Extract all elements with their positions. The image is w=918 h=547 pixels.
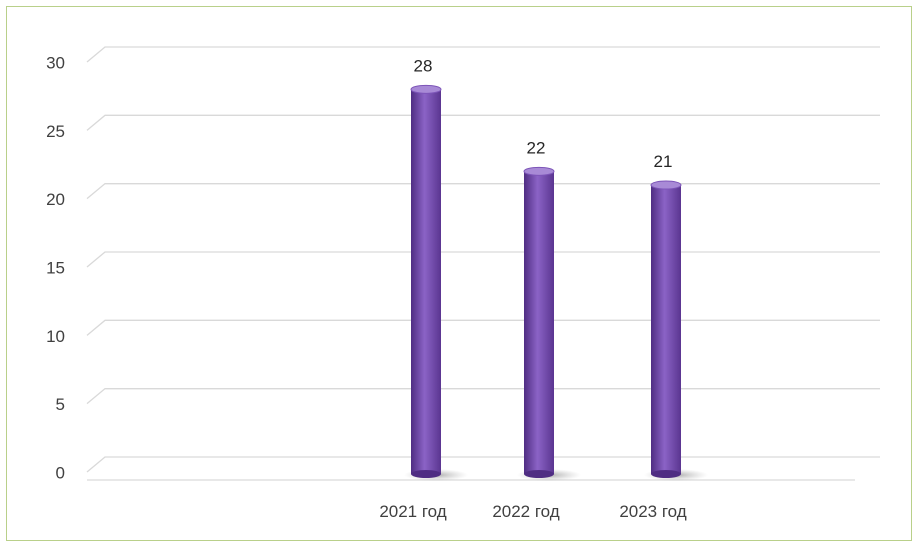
bar-bottom-cap xyxy=(524,470,554,478)
data-label: 28 xyxy=(414,56,433,75)
gridline xyxy=(86,183,880,200)
x-tick-label: 2021 год xyxy=(379,502,446,521)
bar xyxy=(517,166,581,481)
gridline xyxy=(86,388,880,405)
bar-bottom-cap xyxy=(651,470,681,478)
x-tick-label: 2022 год xyxy=(492,502,559,521)
bar-chart: 0 5 10 15 20 25 30 28 22 21 2021 год 2022 год 2023… xyxy=(46,46,880,521)
gridline xyxy=(86,456,880,473)
y-tick-label: 0 xyxy=(56,463,65,482)
bars xyxy=(404,84,708,481)
y-tick-label: 20 xyxy=(46,190,65,209)
bar xyxy=(404,84,468,481)
bar xyxy=(644,180,708,481)
data-label: 21 xyxy=(654,152,673,171)
bar-top-cap xyxy=(410,84,442,94)
y-tick-label: 15 xyxy=(46,258,65,277)
data-labels: 28 22 21 xyxy=(414,56,673,171)
y-axis-tick-labels: 0 5 10 15 20 25 30 xyxy=(46,53,65,482)
x-tick-label: 2023 год xyxy=(619,502,686,521)
bar-bottom-cap xyxy=(411,470,441,478)
data-label: 22 xyxy=(527,138,546,157)
y-tick-label: 25 xyxy=(46,122,65,141)
gridlines xyxy=(86,46,880,481)
bar-body xyxy=(524,171,554,475)
gridline xyxy=(86,319,880,336)
gridline xyxy=(86,114,880,131)
y-tick-label: 30 xyxy=(46,53,65,72)
chart-frame: 0 5 10 15 20 25 30 28 22 21 2021 год 2022 год 2023… xyxy=(6,6,912,541)
bar-body xyxy=(651,185,681,474)
gridline xyxy=(86,46,880,63)
x-axis-tick-labels: 2021 год 2022 год 2023 год xyxy=(379,502,686,521)
bar-top-cap xyxy=(523,166,555,176)
gridline xyxy=(86,251,880,268)
y-tick-label: 5 xyxy=(56,395,65,414)
bar-top-cap xyxy=(650,180,682,190)
y-tick-label: 10 xyxy=(46,327,65,346)
bar-body xyxy=(411,89,441,474)
